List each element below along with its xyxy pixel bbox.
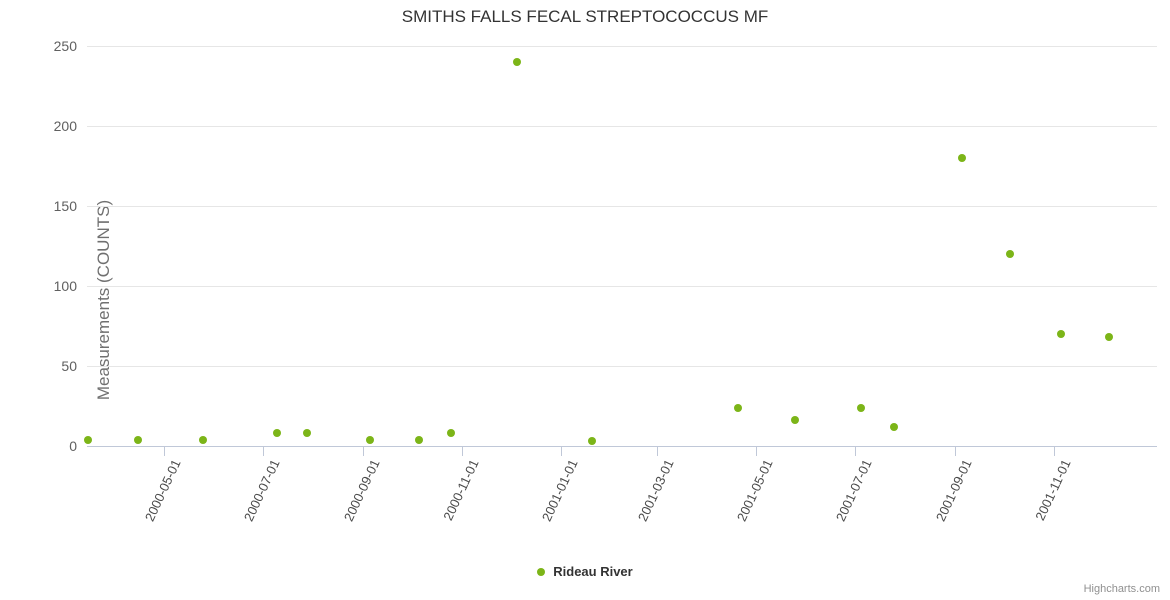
data-point[interactable] [790,416,799,425]
data-point[interactable] [513,58,522,66]
gridline [87,46,1157,47]
x-axis-tick-mark [561,447,563,456]
data-point[interactable] [1006,250,1015,258]
data-point[interactable] [365,435,374,444]
data-point[interactable] [198,435,207,444]
x-axis-tick-label: 2001-03-01 [634,457,677,524]
data-point[interactable] [857,403,866,412]
legend-marker-icon [537,567,546,576]
x-axis-tick-label: 2001-09-01 [933,457,975,524]
x-axis-tick-label: 2001-01-01 [539,457,581,524]
y-axis-tick-label: 0 [69,438,77,454]
data-point[interactable] [83,435,92,444]
legend-item-label: Rideau River [553,564,633,580]
x-axis-line [87,446,1157,447]
x-axis-tick-label: 2001-11-01 [1032,457,1074,523]
data-point[interactable] [1056,330,1065,338]
gridline [87,366,1157,367]
x-axis-tick-mark [164,447,165,456]
data-point[interactable] [302,429,311,438]
x-axis-tick-mark [262,447,264,456]
gridline [87,126,1157,127]
credits-label: Highcharts.com [1083,583,1160,595]
data-point[interactable] [414,435,423,444]
chart-legend: Rideau River [0,563,1170,579]
data-point[interactable] [733,403,742,412]
x-axis-tick-mark [755,447,757,456]
data-point[interactable] [1105,333,1114,342]
x-axis-tick-label: 2000-11-01 [440,457,482,523]
data-point[interactable] [446,429,455,438]
y-axis-tick-label: 200 [53,118,77,134]
data-point[interactable] [957,154,966,162]
legend-item-rideau-river[interactable]: Rideau River [537,563,633,580]
x-axis-tick-mark [462,447,464,456]
y-axis-tick-label: 50 [61,358,77,374]
data-point[interactable] [889,422,898,431]
x-axis-tick-label: 2000-05-01 [141,457,184,524]
x-axis-tick-label: 2001-05-01 [733,457,776,524]
chart-title: SMITHS FALLS FECAL STREPTOCOCCUS MF [401,7,769,26]
data-point[interactable] [588,437,597,446]
x-axis-tick-mark [656,447,658,456]
y-axis-tick-label: 150 [53,198,77,214]
y-axis-tick-label: 100 [53,278,77,294]
y-axis-tick-label: 250 [53,38,77,54]
x-axis-tick-label: 2001-07-01 [832,457,875,524]
x-axis-tick-mark [1054,447,1056,456]
x-axis-tick-mark [854,447,856,456]
data-point[interactable] [273,429,282,438]
gridline [87,286,1157,287]
x-axis-tick-label: 2000-09-01 [341,457,384,524]
x-axis-tick-label: 2000-07-01 [240,457,283,524]
x-axis-tick-mark [363,447,365,456]
data-point[interactable] [134,435,143,444]
gridline [87,206,1157,207]
x-axis-tick-mark [955,447,957,456]
y-axis-title: Measurements (COUNTS) [94,199,114,401]
